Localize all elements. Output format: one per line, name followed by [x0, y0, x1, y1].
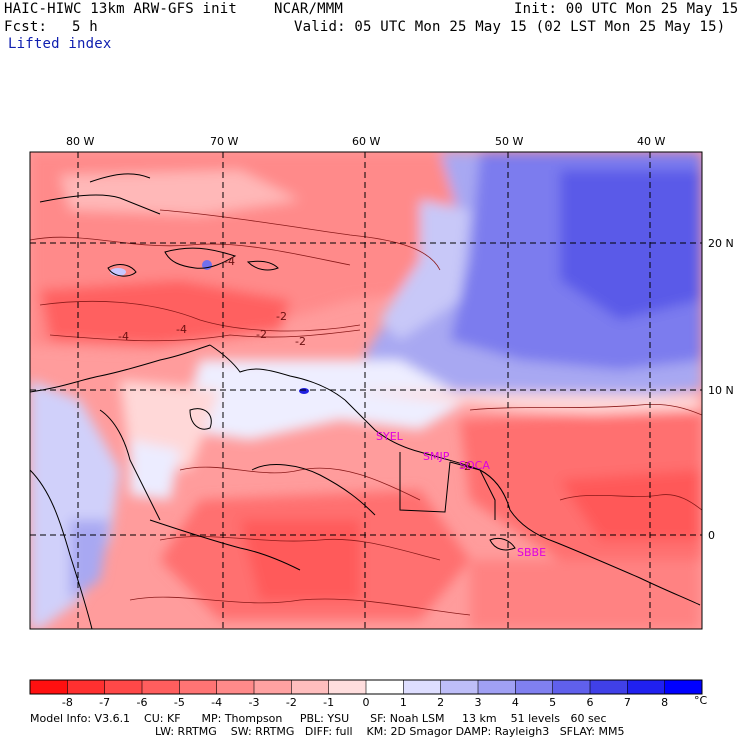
station-soca: SOCA — [459, 459, 490, 472]
colorbar-swatch — [30, 680, 68, 694]
colorbar-tick-label: 1 — [400, 696, 407, 709]
model-info-line-1: Model Info: V3.6.1 CU: KF MP: Thompson P… — [30, 712, 607, 725]
station-sbbe: SBBE — [517, 546, 546, 559]
organization-label: NCAR/MMM — [274, 1, 344, 17]
contour-label: -2 — [460, 460, 471, 473]
colorbar-tick-label: -4 — [211, 696, 222, 709]
colorbar-tick-label: -5 — [174, 696, 185, 709]
colorbar-swatch — [440, 680, 479, 694]
colorbar-swatch — [142, 680, 180, 694]
graticule — [30, 152, 702, 629]
colorbar-swatch — [104, 680, 143, 694]
station-syel: SYEL — [376, 430, 404, 443]
map-frame — [29, 151, 703, 630]
forecast-label: Fcst: — [4, 19, 48, 35]
colorbar-tick-label: -7 — [99, 696, 110, 709]
colorbar-tick-label: -2 — [286, 696, 297, 709]
field-name: Lifted index — [8, 36, 112, 52]
lon-label-70w: 70 W — [210, 135, 238, 148]
lon-label-60w: 60 W — [352, 135, 380, 148]
lat-label-10n: 10 N — [708, 384, 734, 397]
colorbar-swatch — [67, 680, 106, 694]
lat-label-0: 0 — [708, 529, 715, 542]
coastlines — [30, 173, 701, 629]
contour-lines — [30, 209, 702, 616]
contour-value-labels: -4 -4 -2 -2 -2 -2 -4 — [118, 255, 471, 473]
colorbar-swatch — [216, 680, 255, 694]
model-title: HAIC-HIWC 13km ARW-GFS init — [4, 1, 237, 17]
colorbar-tick-label: 6 — [587, 696, 594, 709]
colorbar-swatch — [328, 680, 367, 694]
contour-label: -2 — [256, 328, 267, 341]
colorbar — [29, 679, 703, 695]
station-labels: SYEL SMJP SOCA SBBE — [376, 430, 546, 559]
colorbar-swatch — [515, 680, 554, 694]
colorbar-swatch — [664, 680, 703, 694]
colorbar-tick-label: -8 — [62, 696, 73, 709]
lat-label-20n: 20 N — [708, 237, 734, 250]
lon-label-50w: 50 W — [495, 135, 523, 148]
contour-label: -4 — [224, 255, 235, 268]
colorbar-tick-label: -1 — [323, 696, 334, 709]
colorbar-tick-label: -3 — [249, 696, 260, 709]
colorbar-swatch — [403, 680, 442, 694]
colorbar-tick-label: 2 — [437, 696, 444, 709]
colorbar-tick-label: 7 — [624, 696, 631, 709]
forecast-hour: 5 h — [72, 19, 98, 35]
contour-label: -4 — [176, 323, 187, 336]
colorbar-tick-label: 4 — [512, 696, 519, 709]
valid-time: Valid: 05 UTC Mon 25 May 15 (02 LST Mon … — [294, 19, 726, 35]
colorbar-swatch — [291, 680, 330, 694]
colorbar-swatch — [478, 680, 516, 694]
init-time: Init: 00 UTC Mon 25 May 15 — [514, 1, 739, 17]
colorbar-swatch — [254, 680, 292, 694]
contour-label: -2 — [295, 335, 306, 348]
latitude-labels: 20 N 10 N 0 — [708, 237, 734, 542]
colorbar-tick-labels: -8 -7 -6 -5 -4 -3 -2 -1 0 1 2 3 4 5 6 7 8 — [62, 696, 668, 709]
colorbar-tick-label: 8 — [661, 696, 668, 709]
colorbar-swatch — [627, 680, 666, 694]
colorbar-tick-label: -6 — [137, 696, 148, 709]
model-info-line-2: LW: RRTMG SW: RRTMG DIFF: full KM: 2D Sm… — [155, 725, 625, 738]
colorbar-tick-label: 5 — [549, 696, 556, 709]
colorbar-unit: °C — [694, 694, 708, 707]
colorbar-swatch — [590, 680, 628, 694]
station-smjp: SMJP — [423, 450, 450, 463]
lon-label-80w: 80 W — [66, 135, 94, 148]
lon-label-40w: 40 W — [637, 135, 665, 148]
colorbar-swatch — [552, 680, 591, 694]
contour-label: -4 — [118, 330, 129, 343]
colorbar-tick-label: 3 — [475, 696, 482, 709]
colorbar-swatch — [366, 680, 404, 694]
colorbar-tick-label: 0 — [363, 696, 370, 709]
longitude-labels: 80 W 70 W 60 W 50 W 40 W — [66, 135, 665, 148]
contour-label: -2 — [276, 310, 287, 323]
colorbar-swatch — [179, 680, 218, 694]
